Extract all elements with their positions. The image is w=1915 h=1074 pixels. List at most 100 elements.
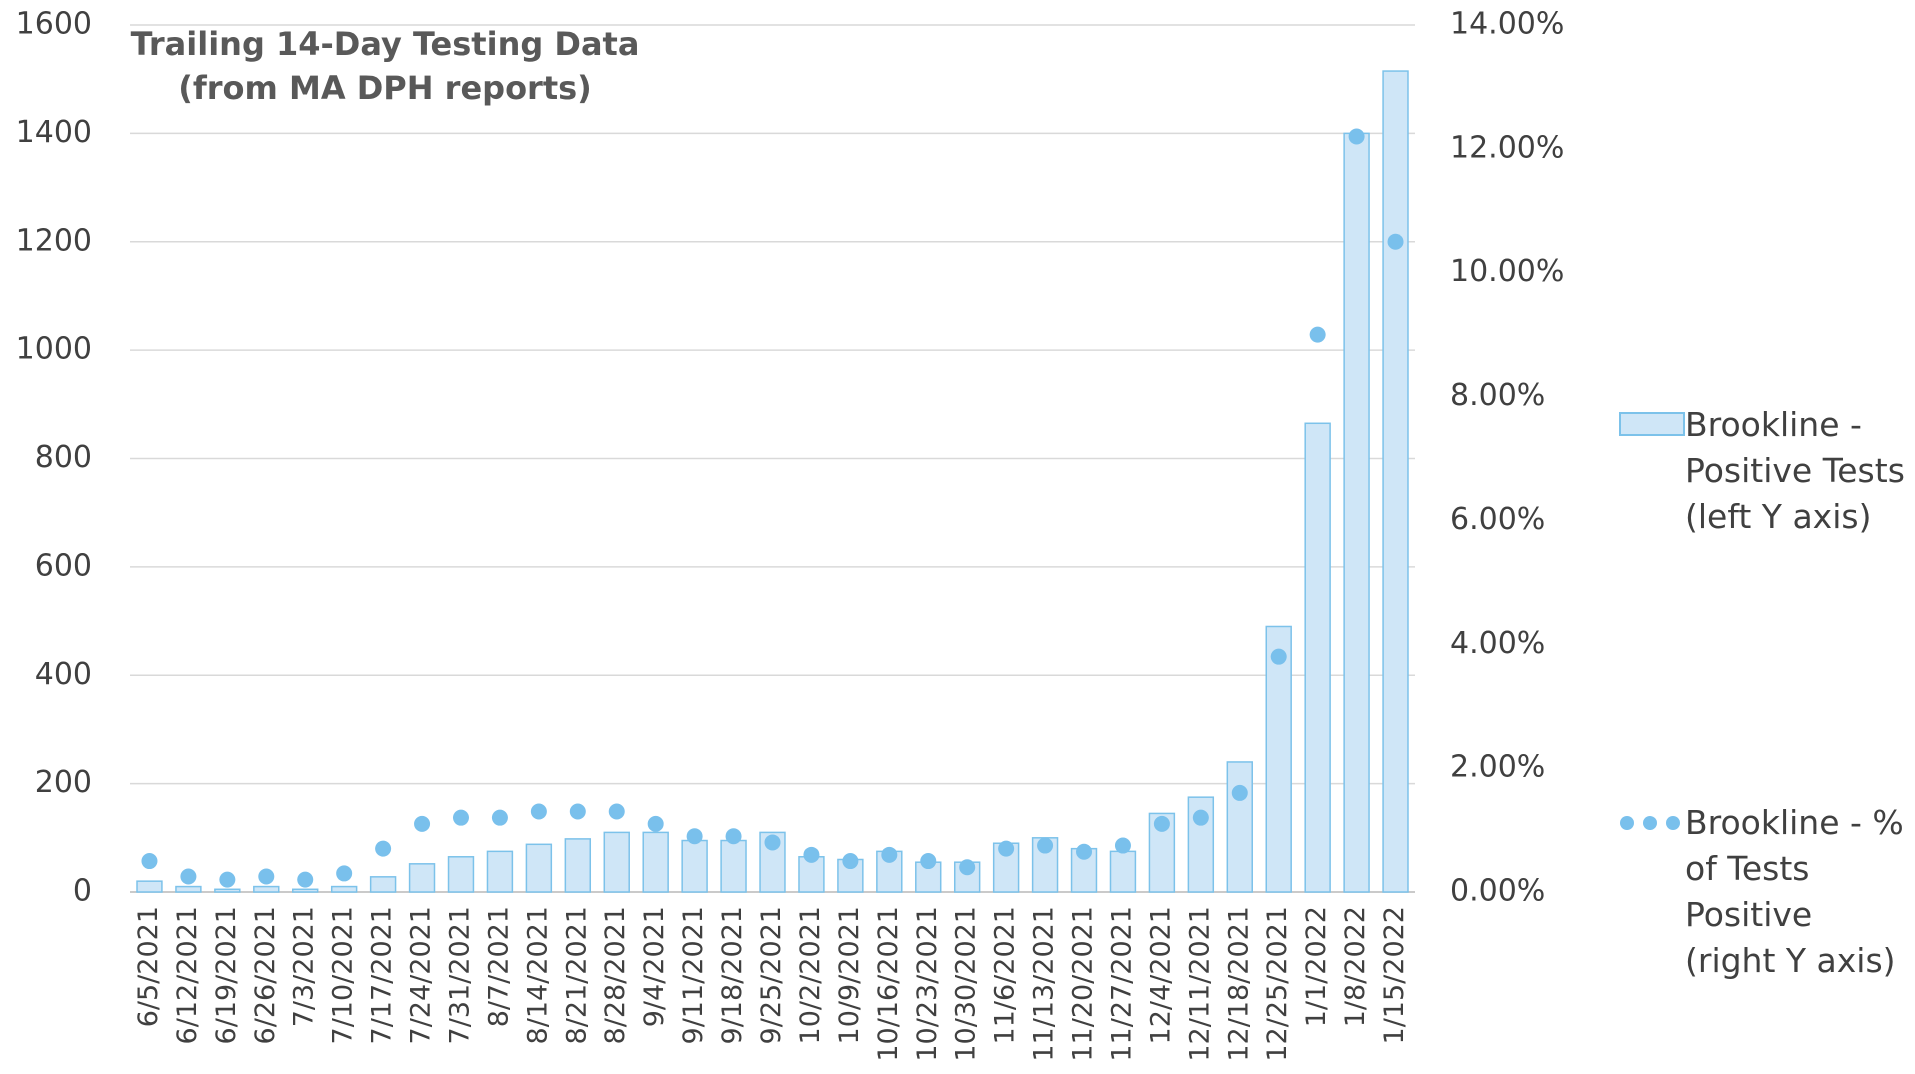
x-tick-label: 1/15/2022 — [1379, 906, 1410, 1044]
x-tick-label: 8/21/2021 — [561, 906, 592, 1044]
point — [1387, 233, 1404, 250]
bar — [175, 885, 202, 893]
x-tick-label: 7/10/2021 — [328, 906, 359, 1044]
y-tick-label: 400 — [35, 657, 92, 692]
legend-label: Brookline - Positive Tests (left Y axis) — [1685, 405, 1905, 536]
point — [608, 803, 625, 820]
point — [725, 828, 742, 845]
bar — [720, 839, 747, 893]
x-tick-label: 10/9/2021 — [834, 906, 865, 1044]
legend-dot — [1643, 816, 1657, 830]
x-tick-label: 10/30/2021 — [951, 906, 982, 1062]
x-tick-label: 8/14/2021 — [522, 906, 553, 1044]
y-tick-label: 0 — [73, 874, 92, 909]
y-tick-label: 1600 — [16, 7, 92, 42]
y2-tick-label: 4.00% — [1450, 626, 1545, 661]
point — [336, 865, 353, 882]
x-tick-label: 10/2/2021 — [795, 906, 826, 1044]
legend-icon — [1615, 402, 1685, 448]
bar — [369, 876, 397, 893]
x-tick-label: 9/11/2021 — [678, 906, 709, 1044]
bar — [447, 856, 475, 893]
point — [1076, 843, 1093, 860]
legend-label: Brookline - % of Tests Positive (right Y… — [1685, 803, 1904, 980]
y2-tick-label: 10.00% — [1450, 254, 1564, 289]
x-tick-label: 9/18/2021 — [717, 906, 748, 1044]
x-tick-label: 10/23/2021 — [912, 906, 943, 1062]
y2-tick-label: 0.00% — [1450, 874, 1545, 909]
chart-subtitle: (from MA DPH reports) — [178, 69, 592, 107]
point — [998, 840, 1015, 857]
y-tick-label: 200 — [35, 765, 92, 800]
legend-icon — [1615, 800, 1685, 846]
y2-tick-label: 6.00% — [1450, 502, 1545, 537]
x-tick-label: 6/19/2021 — [211, 906, 242, 1044]
point — [180, 868, 197, 885]
x-tick-label: 8/28/2021 — [600, 906, 631, 1044]
legend-item: Brookline - % of Tests Positive (right Y… — [1615, 800, 1905, 984]
x-tick-label: 7/3/2021 — [289, 906, 320, 1027]
point — [920, 853, 937, 870]
x-tick-label: 12/4/2021 — [1145, 906, 1176, 1044]
point — [491, 809, 508, 826]
point — [1270, 648, 1287, 665]
legend-dot — [1666, 816, 1680, 830]
y-tick-label: 1200 — [16, 223, 92, 258]
x-tick-label: 7/24/2021 — [406, 906, 437, 1044]
x-tick-label: 12/18/2021 — [1223, 906, 1254, 1062]
bar — [1265, 625, 1292, 893]
y2-tick-label: 8.00% — [1450, 378, 1545, 413]
bar — [525, 843, 553, 893]
bar — [408, 863, 436, 893]
bar — [486, 850, 514, 893]
y2-tick-label: 14.00% — [1450, 7, 1564, 42]
legend-dots — [1620, 816, 1680, 830]
bar — [1343, 132, 1370, 893]
x-tick-label: 11/6/2021 — [990, 906, 1021, 1044]
x-tick-label: 6/26/2021 — [250, 906, 281, 1044]
bar — [564, 838, 592, 893]
x-tick-label: 10/16/2021 — [873, 906, 904, 1062]
point — [1153, 815, 1170, 832]
y-tick-label: 1000 — [16, 332, 92, 367]
x-tick-label: 1/8/2022 — [1340, 906, 1371, 1027]
bar — [1382, 70, 1409, 893]
x-tick-label: 12/25/2021 — [1262, 906, 1293, 1062]
point — [1114, 837, 1131, 854]
point — [881, 846, 898, 863]
point — [569, 803, 586, 820]
bar — [136, 880, 163, 893]
bar — [1109, 850, 1137, 893]
x-tick-label: 8/7/2021 — [483, 906, 514, 1027]
x-tick-label: 7/31/2021 — [444, 906, 475, 1044]
point — [842, 853, 859, 870]
x-tick-label: 6/12/2021 — [172, 906, 203, 1044]
point — [297, 871, 314, 888]
bar — [214, 888, 241, 893]
point — [764, 834, 781, 851]
point — [1037, 837, 1054, 854]
bar — [837, 858, 864, 893]
x-tick-label: 7/17/2021 — [367, 906, 398, 1044]
x-tick-label: 11/20/2021 — [1068, 906, 1099, 1062]
point — [219, 871, 236, 888]
chart-title: Trailing 14-Day Testing Data — [131, 25, 640, 63]
legend-item: Brookline - Positive Tests (left Y axis) — [1615, 402, 1905, 540]
bar — [330, 885, 358, 893]
point — [258, 868, 275, 885]
point — [1309, 326, 1326, 343]
point — [414, 815, 431, 832]
point — [959, 859, 976, 876]
y2-tick-label: 12.00% — [1450, 130, 1564, 165]
x-tick-label: 1/1/2022 — [1301, 906, 1332, 1027]
point — [452, 809, 469, 826]
y2-tick-label: 2.00% — [1450, 750, 1545, 785]
bar — [603, 831, 630, 893]
point — [1192, 809, 1209, 826]
y-tick-label: 1400 — [16, 115, 92, 150]
point — [141, 853, 158, 870]
bar — [1031, 837, 1059, 893]
point — [1231, 784, 1248, 801]
x-tick-label: 11/27/2021 — [1106, 906, 1137, 1062]
